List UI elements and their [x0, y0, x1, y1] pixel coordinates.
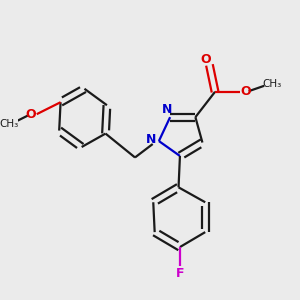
Text: F: F	[176, 266, 184, 280]
Text: O: O	[200, 53, 211, 66]
Text: CH₃: CH₃	[0, 119, 18, 129]
Text: N: N	[162, 103, 172, 116]
Text: O: O	[241, 85, 251, 98]
Text: CH₃: CH₃	[262, 79, 282, 89]
Text: N: N	[146, 133, 156, 146]
Text: O: O	[26, 108, 36, 121]
